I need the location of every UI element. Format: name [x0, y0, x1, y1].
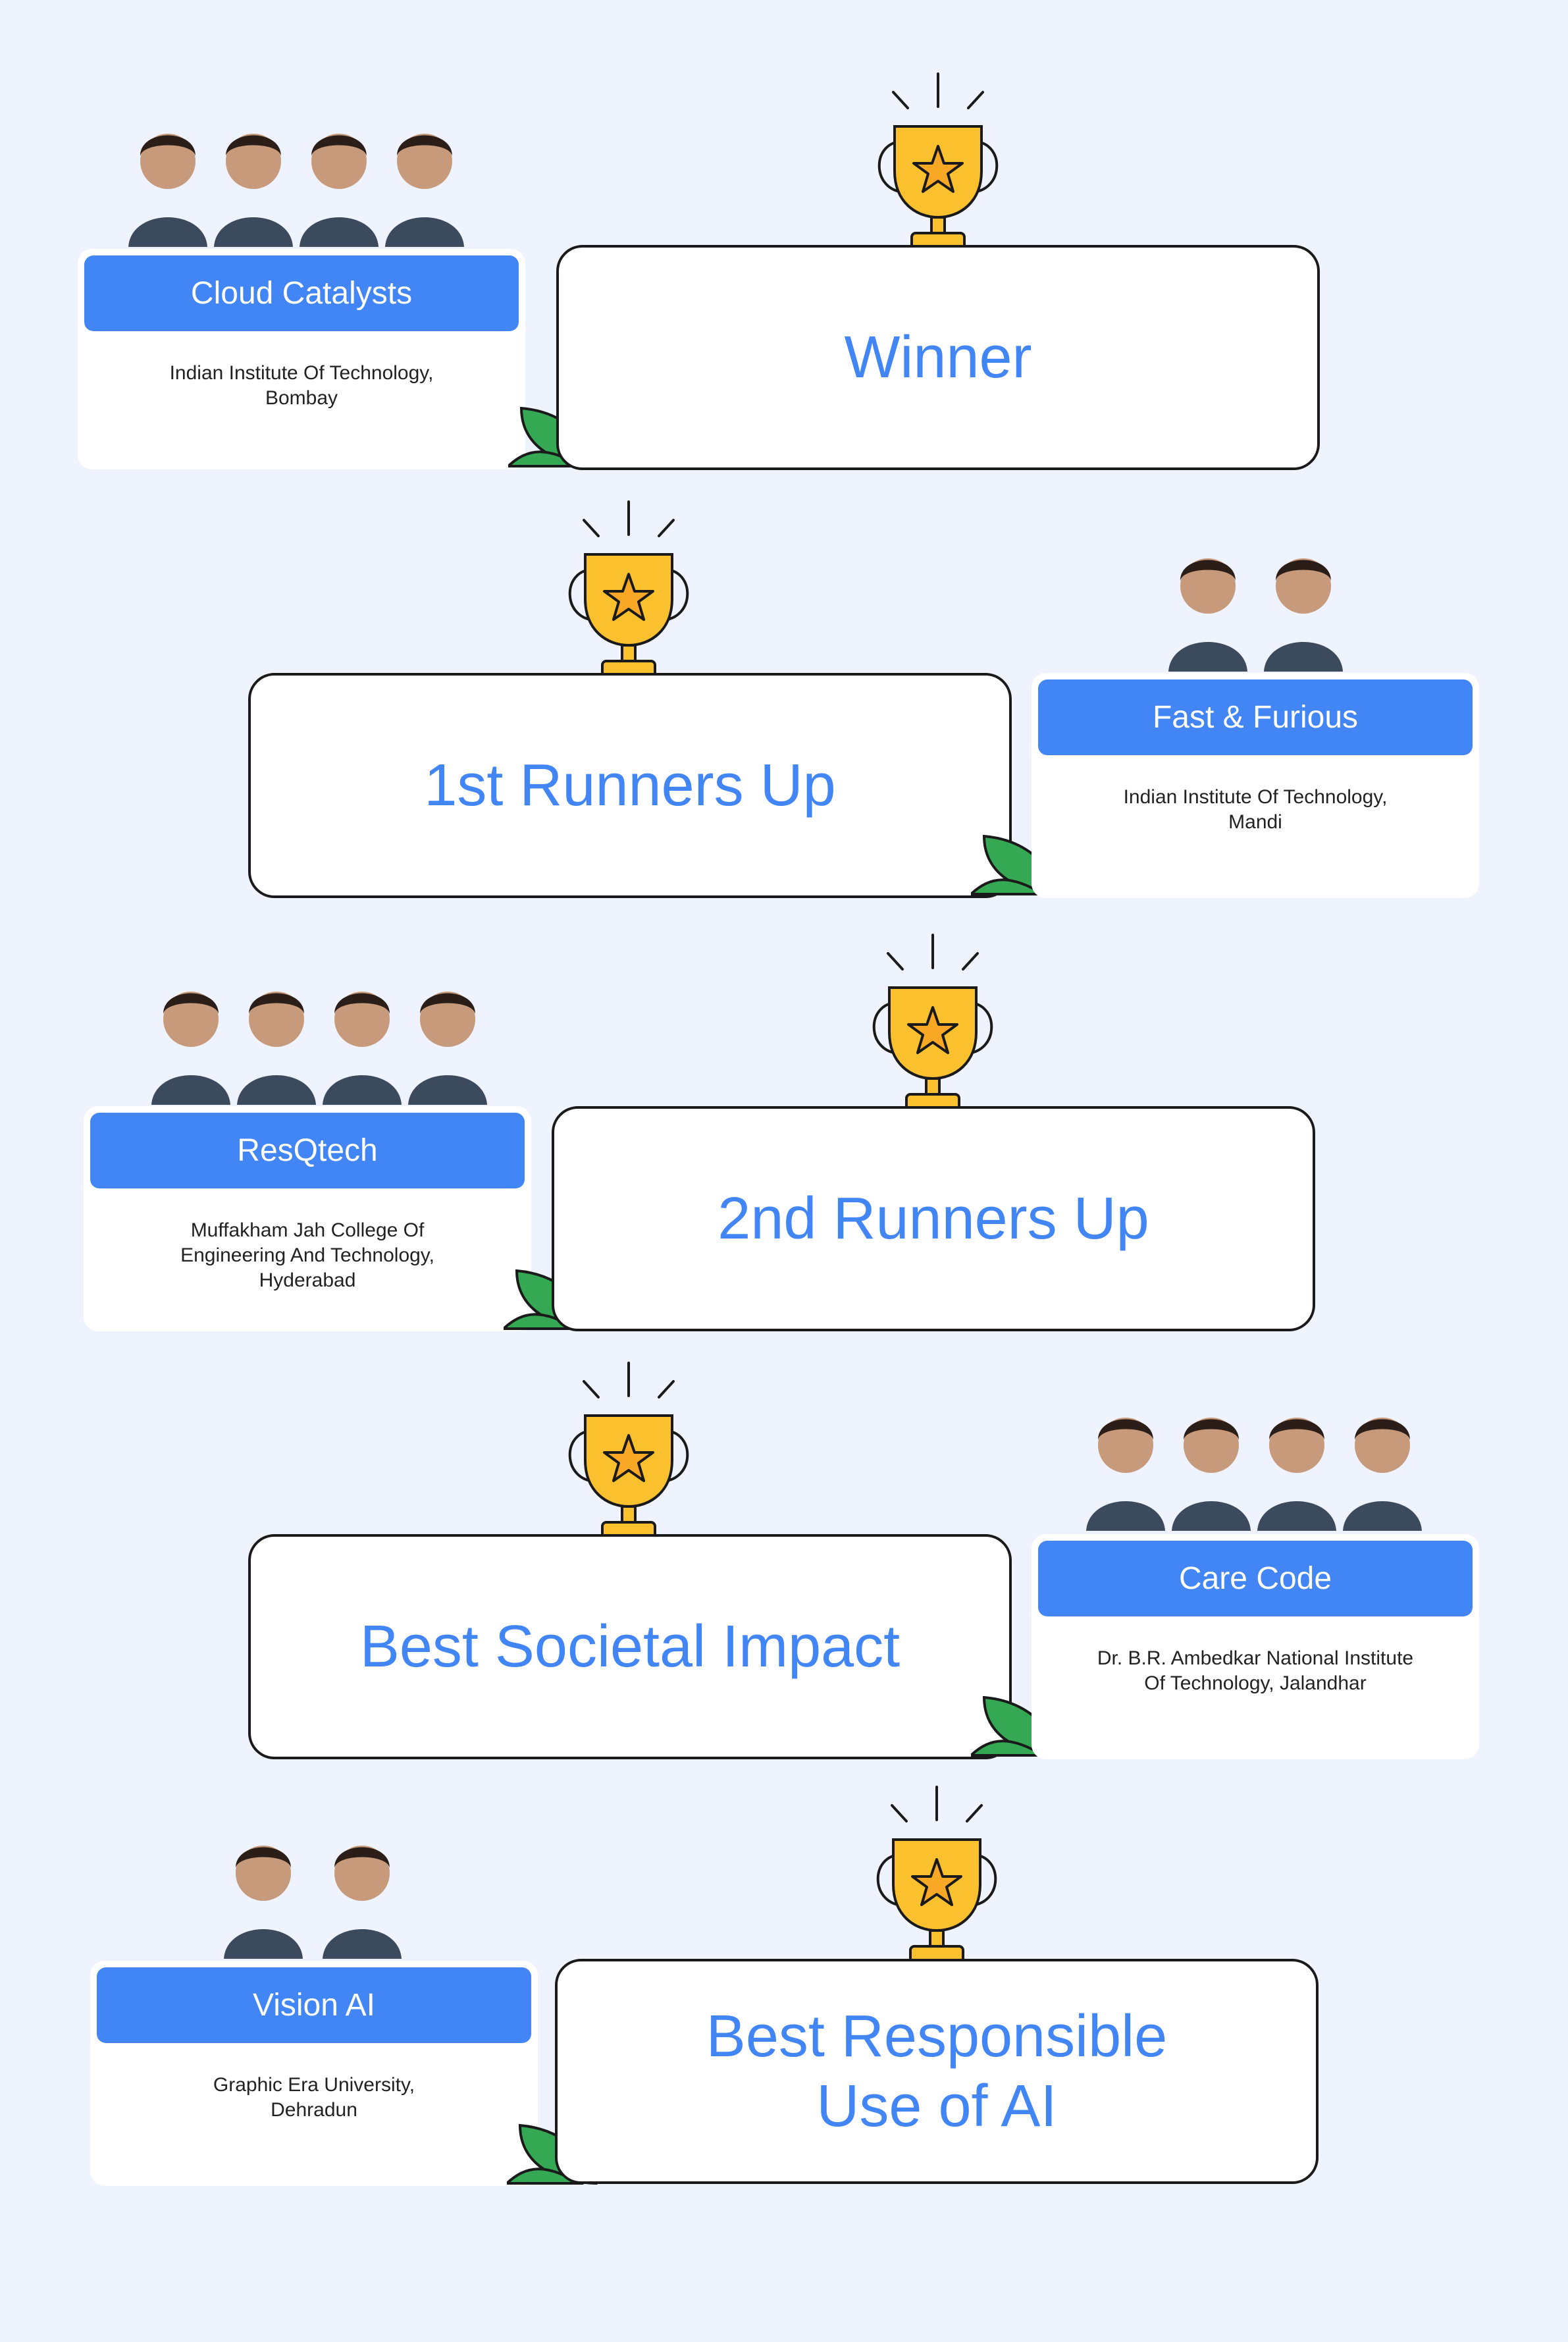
team-member-photo	[224, 1846, 303, 1959]
award-title: 1st Runners Up	[424, 752, 836, 818]
team-member-photo	[323, 1846, 402, 1959]
team-card: Fast & Furious Indian Institute Of Techn…	[1032, 673, 1479, 898]
team-college: Muffakham Jah College Of Engineering And…	[180, 1219, 434, 1291]
team-name: Vision AI	[97, 1967, 531, 2043]
award-row-winner: Cloud Catalysts Indian Institute Of Tech…	[0, 0, 1568, 474]
team-card: ResQtech Muffakham Jah College Of Engine…	[84, 1106, 531, 1331]
team-name: Fast & Furious	[1038, 679, 1473, 755]
team-college: Graphic Era University, Dehradun	[213, 2074, 415, 2121]
award-title: Best Societal Impact	[359, 1613, 901, 1680]
award-title-box: Winner	[556, 245, 1320, 470]
team-name: Care Code	[1038, 1541, 1473, 1616]
team-card: Cloud Catalysts Indian Institute Of Tech…	[78, 249, 525, 469]
award-title: Best Responsible Use of AI	[706, 2003, 1168, 2139]
award-title-box: Best Societal Impact	[248, 1534, 1012, 1759]
team-name: ResQtech	[90, 1113, 525, 1188]
award-title: 2nd Runners Up	[718, 1185, 1149, 1252]
award-row-best-responsible-use-of-ai: Vision AI Graphic Era University, Dehrad…	[90, 0, 1319, 2186]
team-photo	[184, 1827, 461, 1959]
team-card: Care Code Dr. B.R. Ambedkar National Ins…	[1032, 1534, 1479, 1759]
award-row-1st-runners-up: 1st Runners Up Fast & Furious Indian Ins…	[0, 0, 1568, 909]
team-college: Indian Institute Of Technology, Bombay	[169, 362, 434, 409]
award-title: Winner	[844, 324, 1032, 390]
award-title-box: 2nd Runners Up	[552, 1106, 1315, 1331]
award-title-box: 1st Runners Up	[248, 673, 1012, 898]
trophy-icon	[858, 1786, 1016, 1963]
team-card: Vision AI Graphic Era University, Dehrad…	[90, 1961, 538, 2186]
team-college: Indian Institute Of Technology, Mandi	[1123, 786, 1388, 833]
team-college: Dr. B.R. Ambedkar National Institute Of …	[1097, 1647, 1414, 1694]
award-title-box: Best Responsible Use of AI	[555, 1959, 1319, 2184]
team-name: Cloud Catalysts	[84, 255, 519, 331]
award-row-2nd-runners-up: ResQtech Muffakham Jah College Of Engine…	[84, 0, 1315, 1331]
award-row-best-societal-impact: Best Societal Impact Care Code Dr. B.R. …	[248, 0, 1479, 1759]
